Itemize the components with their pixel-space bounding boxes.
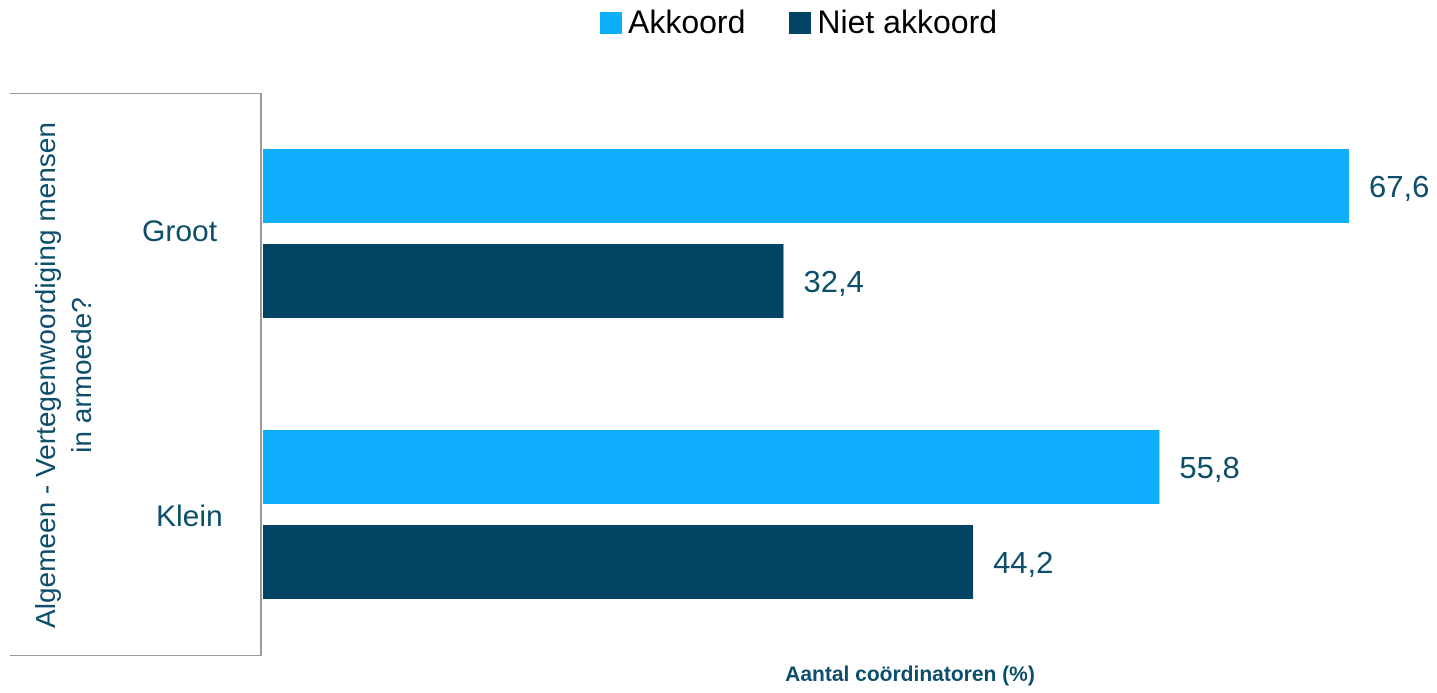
data-label-akkoord-klein: 55,8 [1179,450,1239,485]
legend-item-akkoord: Akkoord [599,4,746,41]
x-axis-label: Aantal coördinatoren (%) [785,663,1035,686]
data-label-niet-akkoord-klein: 44,2 [993,545,1053,580]
bar-niet-akkoord-groot [263,244,784,318]
category-label-groot: Groot [142,215,218,248]
bar-akkoord-groot [263,149,1349,223]
bar-akkoord-klein [263,430,1160,504]
legend-label-akkoord: Akkoord [627,4,746,40]
legend-item-niet-akkoord: Niet akkoord [789,4,997,41]
legend: Akkoord Niet akkoord [0,4,1437,41]
data-label-akkoord-groot: 67,6 [1369,169,1429,204]
group-label-box [10,93,262,656]
legend-swatch-niet-akkoord [789,11,812,34]
legend-label-niet-akkoord: Niet akkoord [817,4,998,40]
bar-niet-akkoord-klein [263,525,974,599]
legend-swatch-akkoord [599,11,622,34]
data-label-niet-akkoord-groot: 32,4 [804,264,864,299]
category-label-klein: Klein [156,500,223,533]
